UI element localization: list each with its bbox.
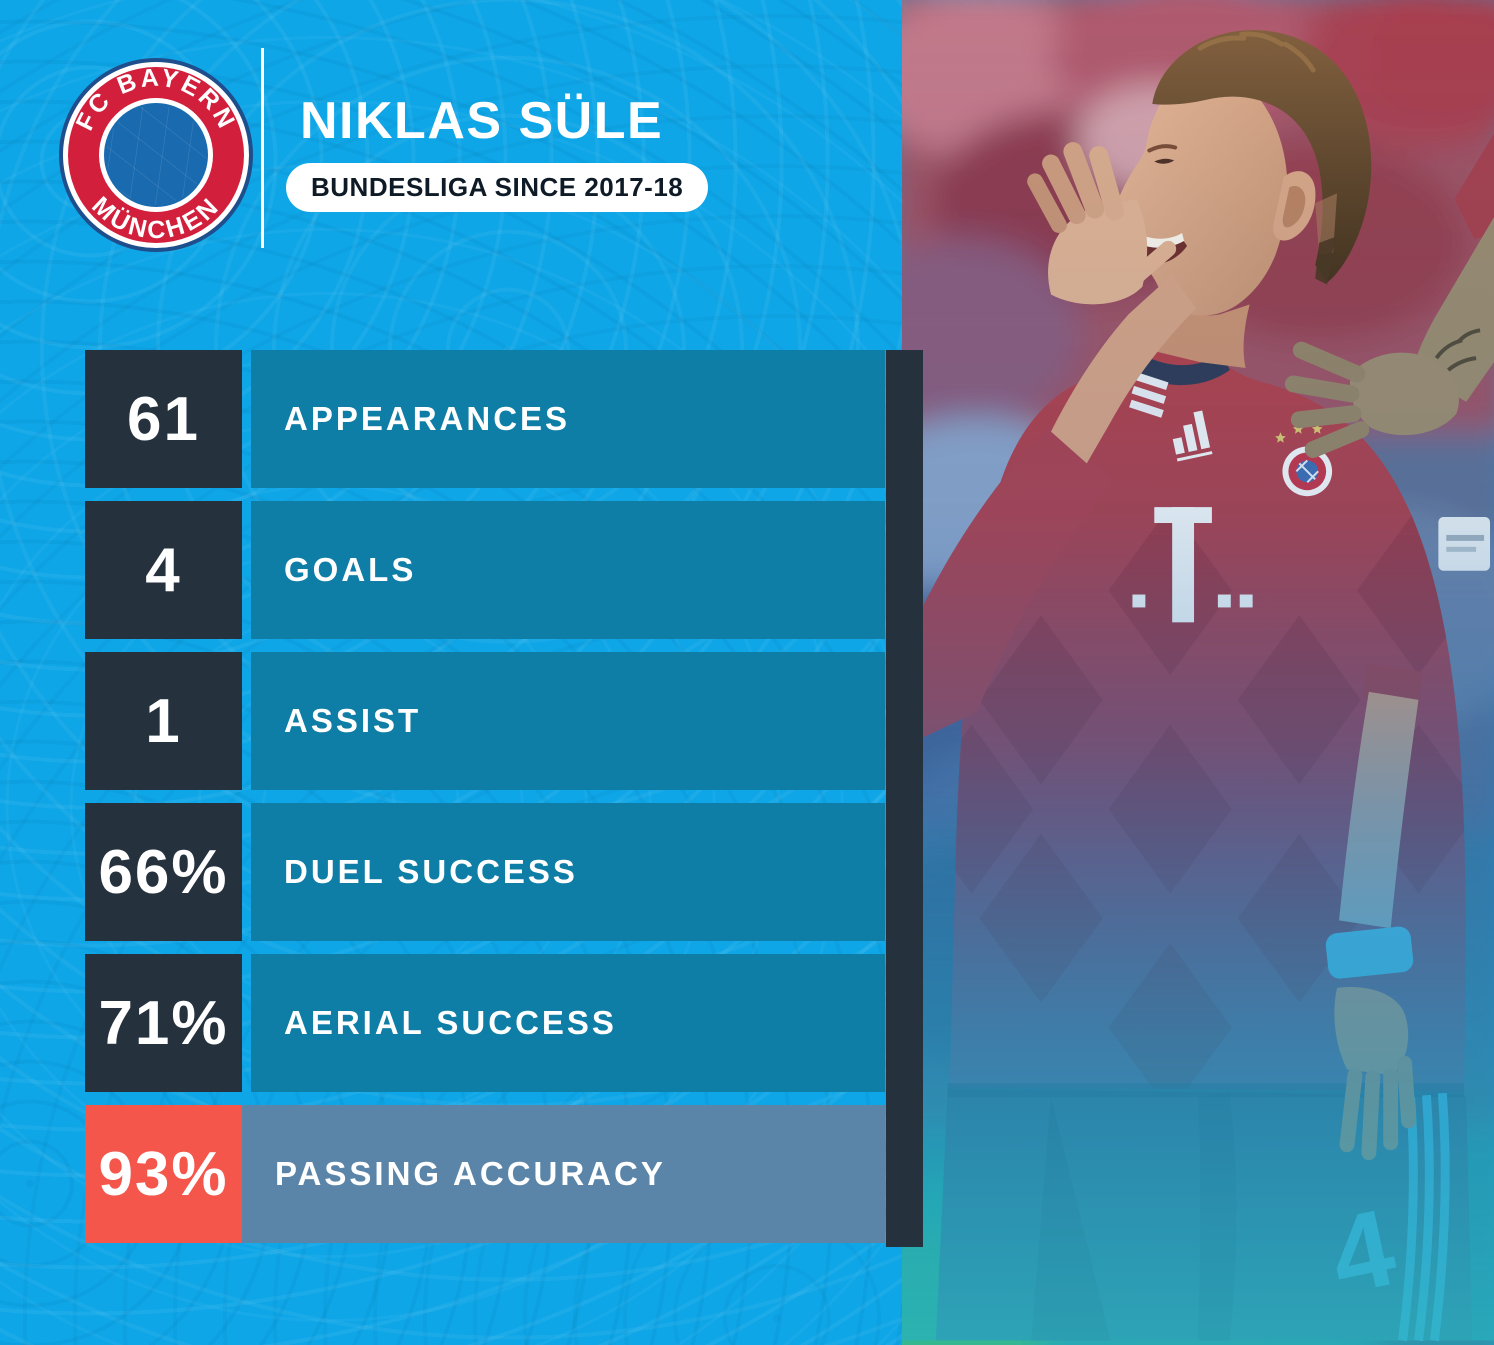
page-title: NIKLAS SÜLE <box>300 92 664 150</box>
stat-row: 61 APPEARANCES <box>85 350 885 488</box>
stat-label: AERIAL SUCCESS <box>284 1004 617 1041</box>
player-photo: 4 <box>902 0 1494 1345</box>
stat-label-bar: GOALS <box>251 501 885 639</box>
stat-row: 71% AERIAL SUCCESS <box>85 954 885 1092</box>
stat-value: 93% <box>85 1105 242 1243</box>
stat-value: 61 <box>85 350 242 488</box>
stat-row: 66% DUEL SUCCESS <box>85 803 885 941</box>
stats-table: 61 APPEARANCES 4 GOALS 1 ASSIST 66% DUEL… <box>85 350 885 1243</box>
duotone-overlay <box>902 4 1494 1341</box>
stat-label: DUEL SUCCESS <box>284 853 578 890</box>
stat-label-bar: DUEL SUCCESS <box>251 803 885 941</box>
stat-label: PASSING ACCURACY <box>275 1155 666 1192</box>
stats-edge-strip <box>886 350 923 1247</box>
subtitle-badge: BUNDESLIGA SINCE 2017-18 <box>286 163 709 212</box>
stat-row-highlight: 93% PASSING ACCURACY <box>85 1105 885 1243</box>
stat-label-bar: APPEARANCES <box>251 350 885 488</box>
club-logo: FC BAYERN MÜNCHEN <box>59 58 253 252</box>
header-divider <box>261 48 264 248</box>
stat-label: ASSIST <box>284 702 422 739</box>
stat-label-bar: PASSING ACCURACY <box>242 1105 885 1243</box>
stat-label: APPEARANCES <box>284 400 571 437</box>
stat-row: 1 ASSIST <box>85 652 885 790</box>
stat-label-bar: AERIAL SUCCESS <box>251 954 885 1092</box>
stat-label-bar: ASSIST <box>251 652 885 790</box>
stat-value: 1 <box>85 652 242 790</box>
stat-value: 66% <box>85 803 242 941</box>
stat-value: 71% <box>85 954 242 1092</box>
stat-row: 4 GOALS <box>85 501 885 639</box>
stat-value: 4 <box>85 501 242 639</box>
stat-label: GOALS <box>284 551 417 588</box>
